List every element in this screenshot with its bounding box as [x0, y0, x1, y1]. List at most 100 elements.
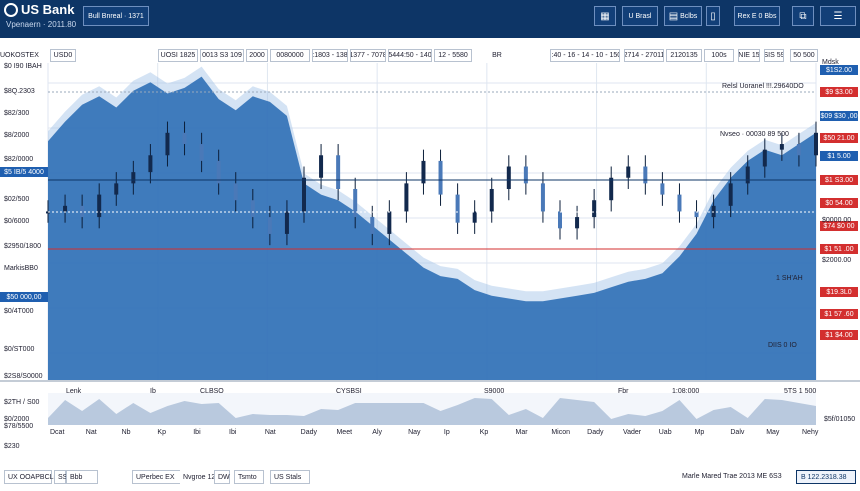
- x-axis-top-label: Ib: [150, 388, 156, 395]
- chart-canvas[interactable]: [0, 63, 860, 463]
- x-axis-top-label: CYSBSI: [336, 388, 362, 395]
- toolbar-chip[interactable]: 100s: [704, 49, 734, 62]
- bottom-chip[interactable]: UX OOAPBCL59: [4, 470, 61, 484]
- candle-body: [455, 194, 460, 223]
- toolbar-chip[interactable]: BR: [474, 49, 520, 62]
- brand[interactable]: US Bank: [4, 2, 74, 17]
- candle-body: [233, 183, 238, 201]
- x-axis-label: Nehy: [802, 429, 819, 436]
- candle-body: [284, 211, 289, 234]
- toolbar-chip[interactable]: 0013 S3 109: [200, 49, 244, 62]
- bottom-chip[interactable]: US Stals: [270, 470, 310, 484]
- layout-button[interactable]: ▦: [594, 6, 616, 26]
- x-axis-label: Micon: [551, 429, 571, 436]
- interval-select[interactable]: USD0: [50, 49, 76, 62]
- candle-body: [814, 132, 818, 156]
- price-chart[interactable]: $0 I90 IBAH $8Q.2303 $82/300 $8/2000 $82/000…: [0, 59, 860, 463]
- candle-body: [677, 194, 682, 212]
- candle-body: [131, 172, 136, 184]
- candle-body: [250, 200, 255, 218]
- toolbar-chip[interactable]: 1377 - 7078: [350, 49, 386, 62]
- x-axis-top-label: CLBSO: [200, 388, 224, 395]
- price-level-label: $74 $0 00: [820, 221, 858, 231]
- candle-body: [404, 183, 409, 212]
- candle-body: [370, 217, 375, 234]
- candle-body: [694, 211, 699, 218]
- candle-body: [643, 166, 648, 184]
- toolbar-chip[interactable]: SIS 59: [764, 49, 784, 62]
- price-level-label: $50 21.00: [820, 133, 858, 143]
- bottom-chip[interactable]: Bbb: [66, 470, 98, 484]
- candle-body: [148, 155, 153, 173]
- toolbar-chip[interactable]: NIE 15: [738, 49, 760, 62]
- x-axis-top-label: 1:08:000: [672, 388, 700, 395]
- bottom-chip[interactable]: DW: [214, 470, 230, 484]
- price-level-label: $09 $30 ,00: [820, 111, 858, 121]
- price-level-label: $19.3L0: [820, 287, 858, 297]
- price-level-label: $1 5.00: [820, 151, 858, 161]
- x-axis-top-label: S9000: [484, 388, 505, 395]
- toolbar-chip[interactable]: UOSI 1825: [158, 49, 198, 62]
- top-bar: US Bank Vpenaern · 2011.80 Bull Bnreal ·…: [0, 0, 860, 38]
- candle-body: [267, 217, 272, 234]
- bottom-chip[interactable]: Nvgroe 12: [180, 470, 215, 484]
- candle-body: [336, 155, 341, 189]
- toolbar-chip[interactable]: 50 500: [790, 49, 818, 62]
- header-tab[interactable]: Bull Bnreal · 1371: [83, 6, 149, 26]
- y-axis-label: $0 I90 IBAH: [4, 63, 42, 70]
- app-subtitle: Vpenaern · 2011.80: [6, 20, 77, 29]
- candle-body: [319, 155, 324, 178]
- price-badge: B 122.2318.38: [796, 470, 856, 484]
- toolbar-chip[interactable]: 0080000: [270, 49, 310, 62]
- rex-button[interactable]: Rex E 0 Bbs: [734, 6, 780, 26]
- candle-body: [506, 166, 511, 189]
- candle-body: [728, 183, 733, 206]
- price-level-label: $1 S3.00: [820, 175, 858, 185]
- bottom-chip[interactable]: Tsmto: [234, 470, 264, 484]
- toolbar-chip[interactable]: 12 - 5580: [434, 49, 472, 62]
- chart-annotation: Nvseo · 00030 89 500: [720, 131, 789, 138]
- x-axis-label: Kp: [157, 429, 166, 436]
- brasl-button[interactable]: U Brasl: [622, 6, 658, 26]
- toolbar-chip[interactable]: 2120135: [666, 49, 702, 62]
- toolbar-chip[interactable]: 2714 - 27011: [624, 49, 664, 62]
- right-axis-text: $2000.00: [822, 257, 852, 264]
- expand-button[interactable]: ⧉: [792, 6, 814, 26]
- x-axis-label: Nat: [264, 429, 276, 436]
- candle-body: [97, 194, 102, 218]
- candle-body: [745, 166, 750, 184]
- y-axis-label: $8/2000: [4, 132, 30, 139]
- x-axis-label: Meet: [336, 429, 353, 436]
- tables-label: Bclbs: [680, 12, 698, 20]
- bottom-chip[interactable]: SS: [54, 470, 67, 484]
- price-level-label: $1 $4.00: [820, 330, 858, 340]
- x-axis-label: Dady: [300, 429, 317, 436]
- x-axis-label: Dalv: [730, 429, 745, 436]
- y-axis-label: $82/300: [4, 110, 30, 117]
- x-axis-label: May: [766, 429, 780, 436]
- toolbar-chip[interactable]: 54:1803 - 13830: [312, 49, 348, 62]
- volume-axis-label-right: $5f/01050: [824, 416, 856, 423]
- toolbar-chip[interactable]: 125444:50 - 14010: [388, 49, 432, 62]
- phone-icon: ▯: [710, 10, 716, 22]
- chart-annotation: DIIS 0 IO: [768, 342, 797, 349]
- y-axis-label: $0/ST000: [4, 346, 35, 353]
- y-axis-label: $2TH / S00: [4, 399, 40, 406]
- candle-body: [63, 205, 68, 212]
- x-axis-top-label: 5TS 1 500: [784, 388, 817, 395]
- toolbar-chip[interactable]: SI:40 - 16 - 14 - 10 - 1503: [550, 49, 620, 62]
- volume-axis-label: $0/2000: [4, 416, 30, 423]
- toolbar-chip[interactable]: 2000: [246, 49, 268, 62]
- right-axis-text: Mdsk: [822, 59, 839, 66]
- phone-button[interactable]: ▯: [706, 6, 720, 26]
- x-axis-label: Mp: [694, 429, 705, 436]
- tables-button[interactable]: ▤ Bclbs: [664, 6, 702, 26]
- menu-button[interactable]: ☰: [820, 6, 856, 26]
- y-axis-label: $230: [4, 443, 20, 450]
- x-axis-label: Uab: [658, 429, 672, 436]
- y-axis-label: $8Q.2303: [4, 88, 35, 95]
- layout-icon: ▦: [600, 10, 610, 22]
- price-level-label: $9 $3.00: [820, 87, 858, 97]
- x-axis-label: Aly: [372, 429, 383, 436]
- symbol-label[interactable]: UOKOSTEX: [0, 49, 50, 62]
